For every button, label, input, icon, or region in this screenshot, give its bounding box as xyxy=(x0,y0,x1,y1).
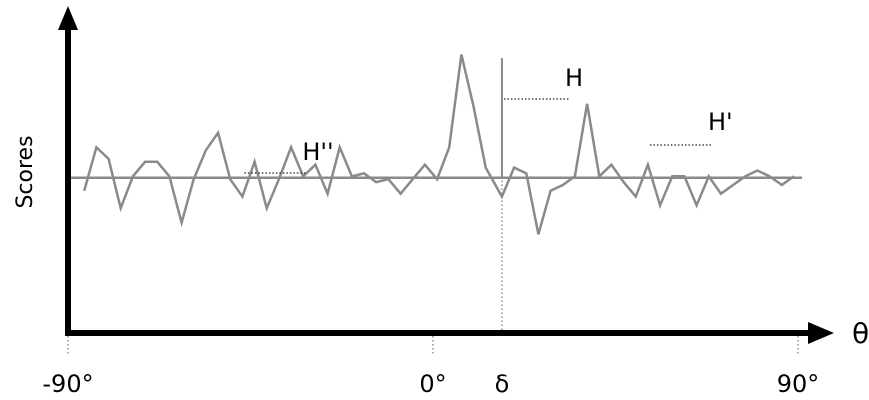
peak-label: H xyxy=(565,64,583,92)
peak-annotations: H H' H'' xyxy=(244,64,733,174)
x-tick-label: 0° xyxy=(419,370,446,398)
x-axis-label: θ xyxy=(852,317,869,350)
x-axis-arrow-icon xyxy=(808,322,834,344)
x-tick-label: 90° xyxy=(777,370,820,398)
plot-area xyxy=(68,54,802,330)
x-tick-label: -90° xyxy=(42,370,93,398)
y-axis-arrow-icon xyxy=(58,6,78,30)
series-line-0 xyxy=(82,54,795,235)
y-axis-label: Scores xyxy=(13,135,38,208)
x-tick-label: δ xyxy=(495,370,510,398)
peak-label: H'' xyxy=(302,138,333,166)
x-tick-labels: -90° 0° δ 90° xyxy=(42,336,819,398)
peak-label: H' xyxy=(708,108,733,136)
